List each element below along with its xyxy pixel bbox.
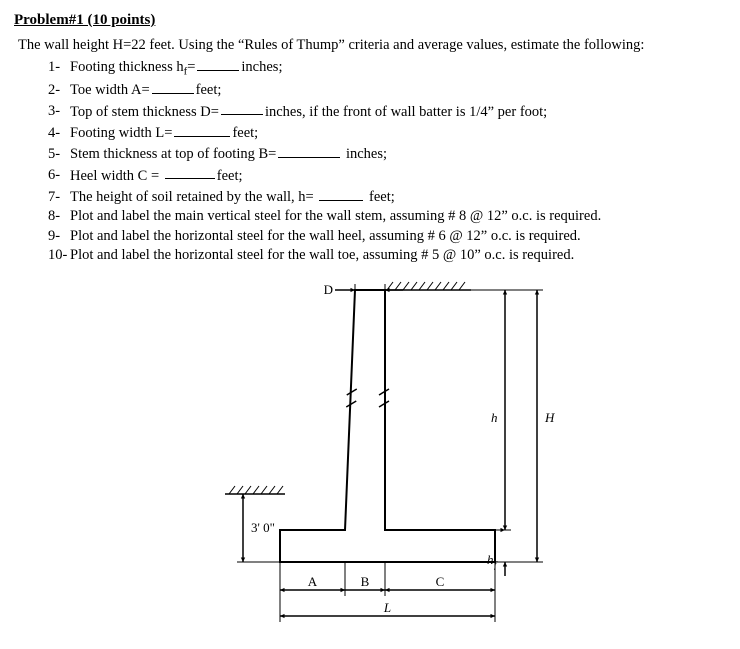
list-item: 2-Toe width A= feet;	[48, 79, 726, 100]
retaining-wall-diagram: DHhhf3' 0"ABCL	[185, 272, 555, 632]
list-item: 4-Footing width L= feet;	[48, 122, 726, 143]
item-text: Top of stem thickness D=	[70, 103, 219, 119]
list-item: 7-The height of soil retained by the wal…	[48, 186, 726, 207]
list-item: 9-Plot and label the horizontal steel fo…	[48, 227, 726, 247]
problem-title: Problem#1 (10 points)	[14, 12, 726, 29]
svg-text:3' 0": 3' 0"	[251, 520, 275, 535]
item-text: feet;	[365, 189, 394, 205]
figure-wrap: DHhhf3' 0"ABCL	[14, 272, 726, 637]
item-text: feet;	[217, 167, 243, 183]
blank-line	[278, 143, 340, 158]
blank-line	[221, 101, 263, 116]
item-text: The height of soil retained by the wall,…	[70, 189, 317, 205]
blank-line	[174, 122, 230, 137]
item-number: 1-	[48, 58, 70, 78]
problem-intro: The wall height H=22 feet. Using the “Ru…	[18, 37, 726, 54]
item-text: Footing width L=	[70, 125, 172, 141]
blank-line	[197, 56, 239, 71]
svg-text:H: H	[544, 410, 555, 425]
svg-text:h: h	[487, 552, 494, 567]
svg-text:L: L	[383, 600, 391, 615]
item-number: 5-	[48, 145, 70, 165]
list-item: 6-Heel width C = feet;	[48, 165, 726, 186]
list-item: 5-Stem thickness at top of footing B= in…	[48, 143, 726, 164]
list-item: 1-Footing thickness hf=inches;	[48, 56, 726, 79]
list-item: 10-Plot and label the horizontal steel f…	[48, 246, 726, 266]
svg-text:h: h	[491, 410, 498, 425]
item-number: 10-	[48, 246, 70, 266]
blank-line	[152, 79, 194, 94]
list-item: 8-Plot and label the main vertical steel…	[48, 207, 726, 227]
item-text: Plot and label the horizontal steel for …	[70, 228, 581, 244]
item-text: Plot and label the horizontal steel for …	[70, 247, 574, 263]
item-text: Heel width C =	[70, 167, 163, 183]
blank-line	[165, 165, 215, 180]
svg-text:D: D	[324, 282, 333, 297]
item-number: 9-	[48, 227, 70, 247]
item-number: 6-	[48, 166, 70, 186]
item-text: feet;	[196, 82, 222, 98]
item-list: 1-Footing thickness hf=inches;2-Toe widt…	[48, 56, 726, 266]
item-text: inches, if the front of wall batter is 1…	[265, 103, 547, 119]
item-text: inches;	[342, 146, 387, 162]
item-text: Toe width A=	[70, 82, 150, 98]
item-text: inches;	[241, 59, 282, 75]
item-number: 3-	[48, 102, 70, 122]
item-number: 7-	[48, 188, 70, 208]
list-item: 3-Top of stem thickness D= inches, if the…	[48, 101, 726, 122]
item-number: 8-	[48, 207, 70, 227]
item-number: 2-	[48, 81, 70, 101]
item-text: Plot and label the main vertical steel f…	[70, 208, 601, 224]
item-number: 4-	[48, 124, 70, 144]
item-text: =	[187, 59, 195, 75]
item-text: feet;	[232, 125, 258, 141]
item-text: Footing thickness h	[70, 59, 184, 75]
item-text: Stem thickness at top of footing B=	[70, 146, 276, 162]
blank-line	[319, 186, 363, 201]
